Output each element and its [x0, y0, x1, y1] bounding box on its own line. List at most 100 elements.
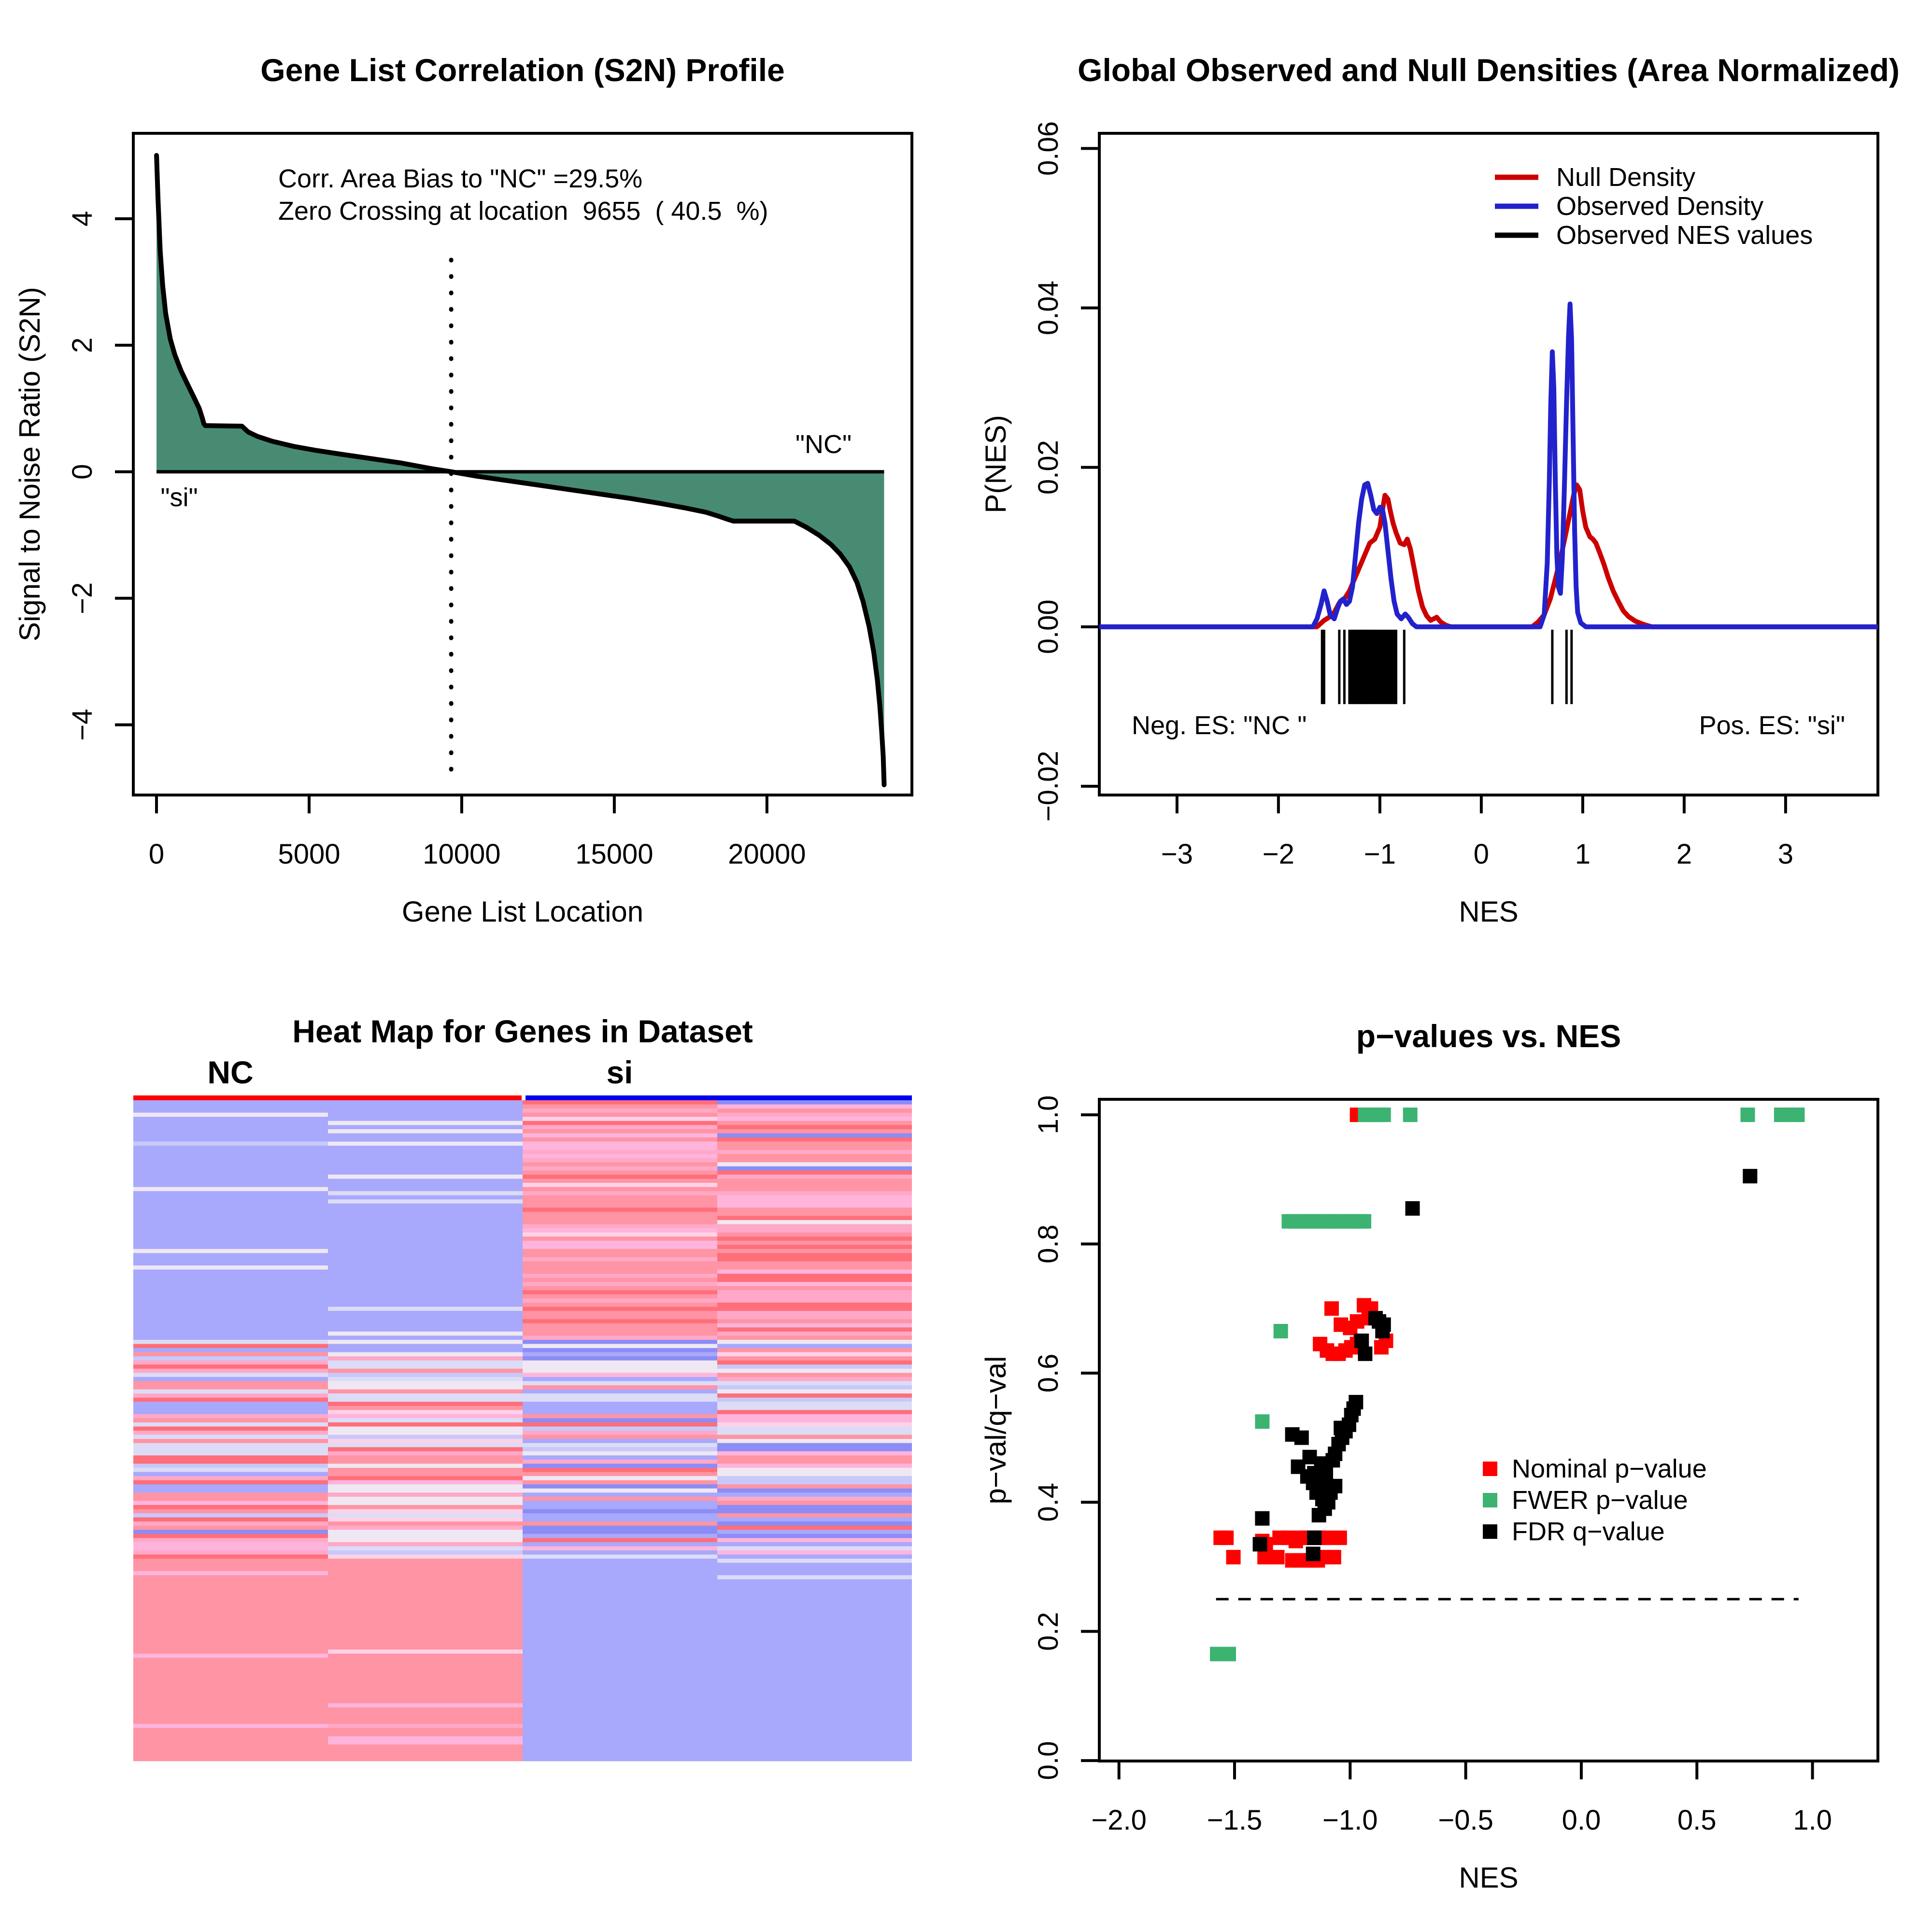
y-tick-label: 0.2: [1033, 1612, 1064, 1651]
heatmap-cell: [328, 1612, 523, 1617]
heatmap-cell: [523, 1620, 717, 1625]
y-tick-label: 1.0: [1033, 1095, 1064, 1135]
heatmap-cell: [328, 1352, 523, 1357]
heatmap-cell: [328, 1624, 523, 1629]
heatmap-cell: [328, 1195, 523, 1200]
heatmap-cell: [328, 1435, 523, 1439]
heatmap-cell: [133, 1381, 328, 1386]
heatmap-cell: [328, 1719, 523, 1724]
heatmap-cell: [523, 1682, 717, 1687]
heatmap-cell: [328, 1550, 523, 1555]
heatmap-cell: [133, 1703, 328, 1708]
heatmap-cell: [717, 1752, 912, 1757]
heatmap-cell: [523, 1496, 717, 1501]
heatmap-cell: [133, 1678, 328, 1683]
heatmap-cell: [133, 1624, 328, 1629]
heatmap-cell: [133, 1348, 328, 1352]
heatmap-cell: [328, 1249, 523, 1253]
heatmap-cell: [717, 1757, 912, 1762]
x-tick-label: 1.0: [1793, 1804, 1832, 1836]
heatmap-cell: [133, 1682, 328, 1687]
heatmap-cell: [328, 1748, 523, 1753]
nominal-pvalue-legend-swatch: [1483, 1462, 1497, 1476]
heatmap-cell: [328, 1571, 523, 1576]
heatmap-cell: [133, 1339, 328, 1344]
x-tick-label: 0.0: [1562, 1804, 1601, 1836]
heatmap-cell: [133, 1174, 328, 1179]
heatmap-cell: [133, 1563, 328, 1567]
heatmap-cell: [328, 1649, 523, 1654]
heatmap-cell: [328, 1711, 523, 1716]
heatmap-cell: [523, 1554, 717, 1559]
heatmap-cell: [523, 1645, 717, 1650]
heatmap-cell: [133, 1278, 328, 1282]
heatmap-cell: [328, 1121, 523, 1125]
heatmap-cell: [717, 1174, 912, 1179]
heatmap-cell: [717, 1224, 912, 1229]
heatmap-cell: [328, 1653, 523, 1658]
heatmap-cell: [133, 1505, 328, 1509]
heatmap-cell: [133, 1501, 328, 1506]
heatmap-cell: [717, 1463, 912, 1468]
heatmap-cell: [523, 1249, 717, 1253]
heatmap-cell: [523, 1521, 717, 1526]
heatmap-cell: [523, 1641, 717, 1646]
heatmap-cell: [717, 1459, 912, 1464]
y-tick-label: 0.02: [1033, 440, 1064, 495]
heatmap-cell: [133, 1385, 328, 1390]
heatmap-cell: [717, 1505, 912, 1509]
heatmap-cell: [717, 1339, 912, 1344]
heatmap-cell: [523, 1658, 717, 1662]
heatmap-cell: [328, 1133, 523, 1138]
heatmap-cell: [717, 1323, 912, 1328]
heatmap-cell: [133, 1695, 328, 1700]
y-tick-label: 4: [67, 211, 98, 227]
heatmap-cell: [523, 1476, 717, 1480]
heatmap-cell: [133, 1232, 328, 1237]
heatmap-cell: [328, 1517, 523, 1522]
heatmap-cell: [523, 1117, 717, 1122]
y-tick-label: 0.6: [1033, 1354, 1064, 1393]
heatmap-cell: [717, 1290, 912, 1295]
heatmap-cell: [717, 1629, 912, 1634]
heatmap-cell: [328, 1443, 523, 1448]
heatmap-cell: [717, 1389, 912, 1394]
heatmap-cell: [133, 1154, 328, 1159]
heatmap-cell: [133, 1476, 328, 1480]
heatmap-cell: [328, 1253, 523, 1258]
heatmap-cell: [523, 1112, 717, 1117]
heatmap-cell: [133, 1587, 328, 1592]
heatmap-cell: [523, 1463, 717, 1468]
heatmap-cell: [717, 1368, 912, 1373]
heatmap-cell: [523, 1736, 717, 1741]
heatmap-cell: [717, 1133, 912, 1138]
heatmap-cell: [717, 1501, 912, 1506]
heatmap-cell: [523, 1488, 717, 1493]
heatmap-cell: [328, 1228, 523, 1233]
heatmap-cell: [717, 1418, 912, 1423]
heatmap-cell: [133, 1447, 328, 1452]
heatmap-cell: [717, 1563, 912, 1567]
heatmap-cell: [328, 1302, 523, 1307]
heatmap-cell: [328, 1554, 523, 1559]
heatmap-cell: [328, 1645, 523, 1650]
heatmap-cell: [523, 1323, 717, 1328]
heatmap-cell: [328, 1220, 523, 1224]
heatmap-cell: [133, 1633, 328, 1637]
heatmap-cell: [133, 1286, 328, 1291]
heatmap-cell: [133, 1571, 328, 1576]
heatmap-cell: [133, 1451, 328, 1456]
heatmap-cell: [717, 1302, 912, 1307]
heatmap-cell: [523, 1319, 717, 1324]
heatmap-cell: [328, 1216, 523, 1221]
x-tick-label: −3: [1161, 838, 1193, 870]
heatmap-cell: [133, 1377, 328, 1381]
heatmap-cell: [328, 1662, 523, 1666]
panel-densities: −3 −2 −1 0 1 2 3 −0.02 0.00 0.02 0.04 0.06 Global O…: [980, 52, 1900, 928]
heatmap-cell: [717, 1327, 912, 1332]
heatmap-cell: [328, 1744, 523, 1749]
heatmap-cell: [717, 1261, 912, 1266]
heatmap-cell: [717, 1719, 912, 1724]
heatmap-cell: [133, 1249, 328, 1253]
heatmap-cell: [717, 1513, 912, 1518]
